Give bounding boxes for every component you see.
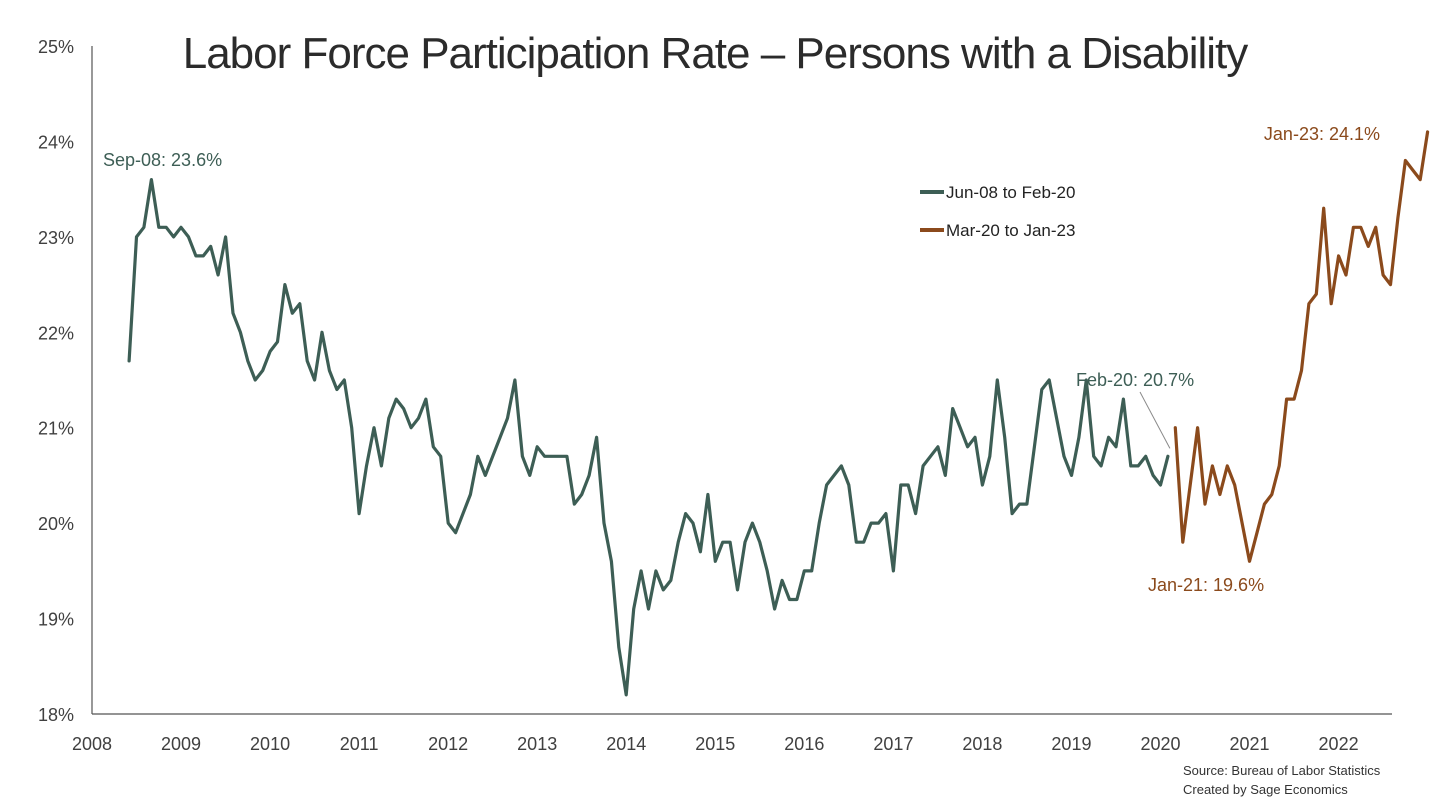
- x-tick-label: 2018: [962, 734, 1002, 754]
- x-tick-label: 2020: [1140, 734, 1180, 754]
- y-tick-label: 19%: [38, 610, 74, 630]
- x-tick-label: 2010: [250, 734, 290, 754]
- y-tick-label: 22%: [38, 323, 74, 343]
- x-tick-label: 2013: [517, 734, 557, 754]
- x-tick-label: 2022: [1319, 734, 1359, 754]
- annotation-label: Feb-20: 20.7%: [1076, 370, 1194, 390]
- y-tick-label: 23%: [38, 228, 74, 248]
- series-line-2008-2020: [127, 178, 1170, 697]
- x-axis-ticks: 2008 2009 2010 2011 2012 2013 2014 2015 2016 2017…: [72, 734, 1359, 754]
- annotations: Sep-08: 23.6% Feb-20: 20.7% Jan-21: 19.6% J…: [103, 124, 1380, 595]
- x-tick-label: 2021: [1230, 734, 1270, 754]
- y-axis-ticks: 18% 19% 20% 21% 22% 23% 24% 25%: [38, 37, 74, 725]
- legend: Jun-08 to Feb-20 Mar-20 to Jan-23: [920, 183, 1075, 240]
- y-tick-label: 20%: [38, 514, 74, 534]
- annotation-label: Jan-23: 24.1%: [1264, 124, 1380, 144]
- source-note: Source: Bureau of Labor Statistics Create…: [1183, 763, 1381, 797]
- x-tick-label: 2012: [428, 734, 468, 754]
- series-layer: [127, 130, 1430, 697]
- y-tick-label: 24%: [38, 132, 74, 152]
- legend-label: Mar-20 to Jan-23: [946, 221, 1075, 240]
- x-tick-label: 2015: [695, 734, 735, 754]
- x-tick-label: 2019: [1051, 734, 1091, 754]
- annotation-label: Jan-21: 19.6%: [1148, 575, 1264, 595]
- y-tick-label: 25%: [38, 37, 74, 57]
- source-line: Created by Sage Economics: [1183, 782, 1348, 797]
- series-line-2020-2023: [1173, 130, 1430, 563]
- chart-title: Labor Force Participation Rate – Persons…: [183, 29, 1249, 78]
- axes: [91, 46, 1392, 715]
- x-tick-label: 2017: [873, 734, 913, 754]
- x-tick-label: 2011: [340, 734, 379, 754]
- x-tick-label: 2016: [784, 734, 824, 754]
- annotation-leader-line: [1139, 391, 1171, 449]
- legend-label: Jun-08 to Feb-20: [946, 183, 1075, 202]
- x-tick-label: 2008: [72, 734, 112, 754]
- y-tick-label: 18%: [38, 705, 74, 725]
- x-tick-label: 2009: [161, 734, 201, 754]
- annotation-label: Sep-08: 23.6%: [103, 150, 222, 170]
- source-line: Source: Bureau of Labor Statistics: [1183, 763, 1381, 778]
- y-tick-label: 21%: [38, 419, 74, 439]
- x-tick-label: 2014: [606, 734, 646, 754]
